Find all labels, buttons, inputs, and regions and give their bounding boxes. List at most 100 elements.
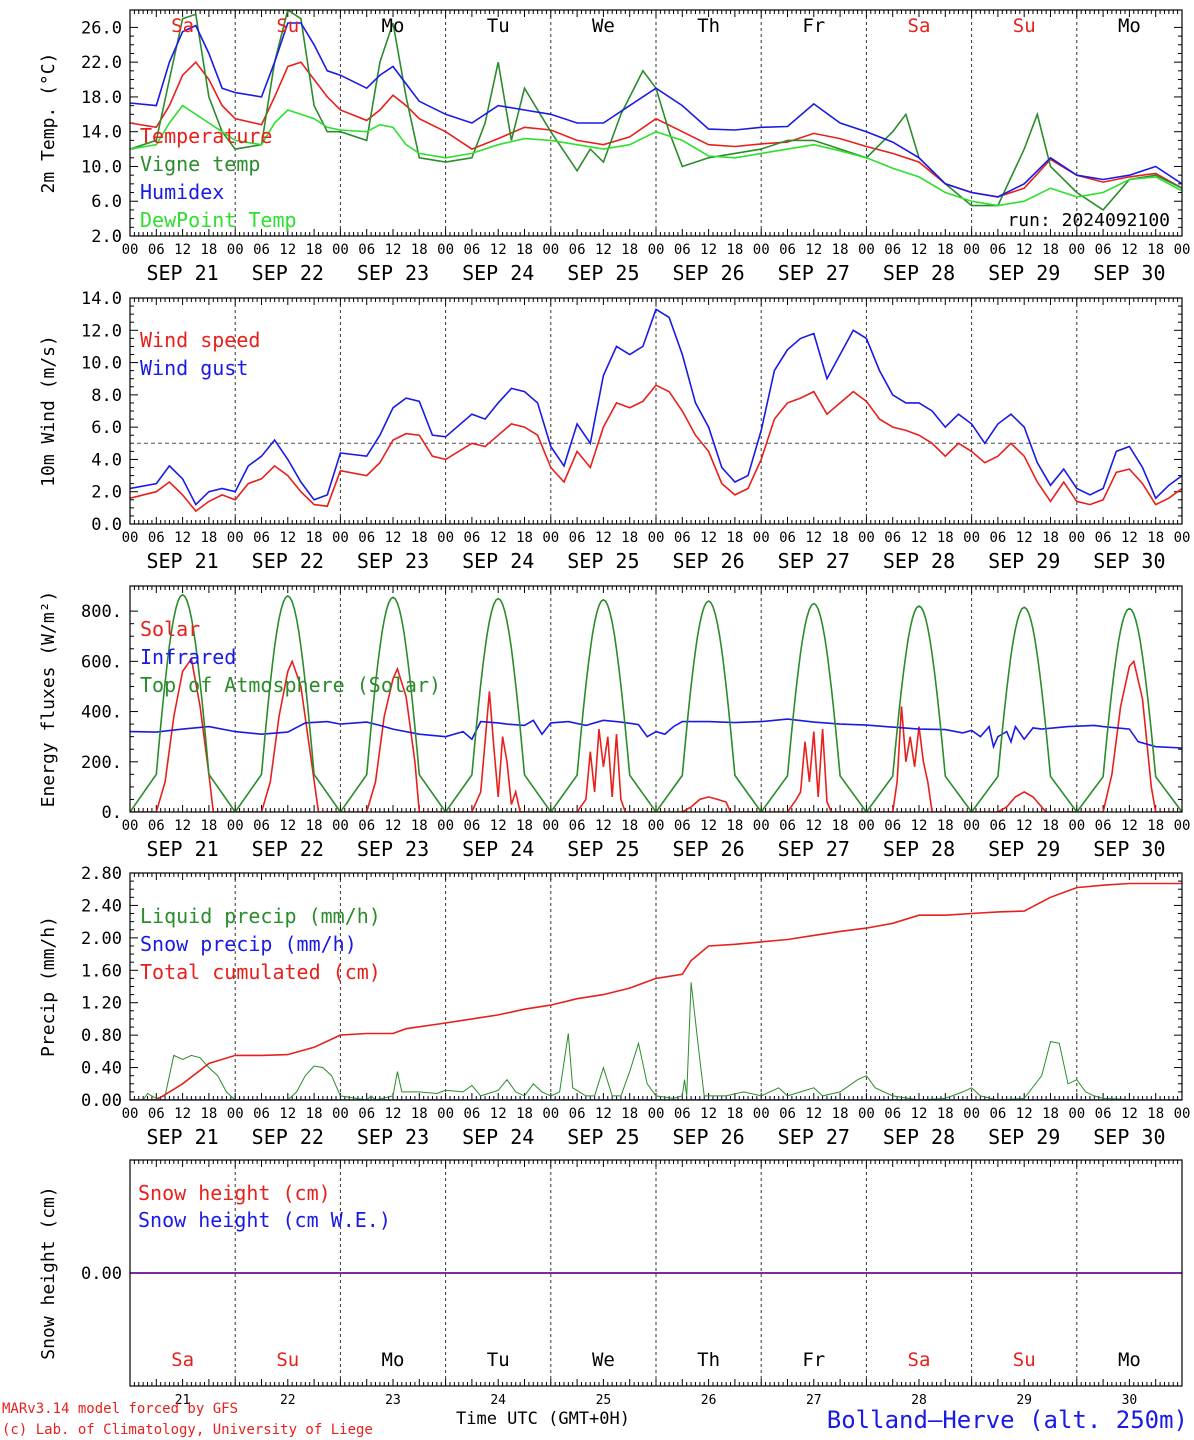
y-tick-label: 200.: [81, 753, 122, 773]
day-number-label: 21: [175, 1393, 191, 1408]
x-date-label: SEP 29: [988, 1125, 1060, 1149]
x-hour-label: 00: [648, 818, 665, 834]
x-hour-label: 06: [1095, 242, 1112, 258]
legend-entry: Vigne temp: [140, 152, 260, 176]
x-hour-label: 18: [306, 530, 323, 546]
x-date-label: SEP 25: [567, 549, 639, 573]
x-hour-label: 12: [385, 242, 402, 258]
x-date-label: SEP 24: [462, 261, 534, 285]
x-hour-label: 18: [306, 818, 323, 834]
weekday-label: Sa: [171, 1349, 194, 1371]
panel-frame: [129, 872, 1183, 1101]
x-hour-label: 12: [1016, 818, 1033, 834]
x-hour-label: 00: [858, 530, 875, 546]
x-hour-label: 18: [726, 242, 743, 258]
x-hour-label: 00: [858, 242, 875, 258]
panel-3: 0. 200. 400. 600. 800. Solar Infrared Top of At…: [38, 585, 1190, 861]
x-date-label: SEP 29: [988, 837, 1060, 861]
x-hour-label: 12: [279, 530, 296, 546]
legend-entry: Top of Atmosphere (Solar): [140, 673, 441, 697]
x-hour-label: 00: [1068, 530, 1085, 546]
legend-entry: Snow height (cm): [138, 1181, 331, 1205]
x-hour-label: 06: [779, 242, 796, 258]
x-date-label: SEP 22: [252, 261, 324, 285]
x-hour-label: 00: [332, 1106, 349, 1122]
weekday-label: Su: [276, 15, 299, 37]
x-date-label: SEP 26: [672, 261, 744, 285]
y-tick-label: 12.0: [81, 321, 122, 341]
x-hour-label: 18: [516, 1106, 533, 1122]
x-hour-label: 00: [963, 1106, 980, 1122]
x-hour-label: 00: [753, 818, 770, 834]
x-hour-label: 00: [1068, 242, 1085, 258]
x-date-label: SEP 24: [462, 837, 534, 861]
x-date-label: SEP 24: [462, 549, 534, 573]
x-hour-label: 00: [332, 818, 349, 834]
x-hour-label: 12: [911, 818, 928, 834]
x-hour-label: 18: [726, 530, 743, 546]
y-tick-label: 2.00: [81, 929, 122, 949]
x-hour-label: 06: [1095, 530, 1112, 546]
weekday-label: Su: [1013, 15, 1036, 37]
y-tick-label: 26.0: [81, 18, 122, 38]
x-date-label: SEP 21: [146, 261, 218, 285]
x-hour-label: 00: [227, 1106, 244, 1122]
x-hour-label: 06: [358, 242, 375, 258]
x-date-label: SEP 26: [672, 1125, 744, 1149]
panel-frame: [129, 1159, 1183, 1387]
x-hour-label: 00: [122, 1106, 139, 1122]
model-credit-line-2: (c) Lab. of Climatology, University of L…: [2, 1422, 373, 1438]
panel-4: 0.00 0.40 0.80 1.20 1.60 2.00 2.40 2.80 Liquid p…: [38, 864, 1190, 1149]
x-hour-label: 18: [1147, 242, 1164, 258]
x-hour-label: 00: [648, 530, 665, 546]
x-hour-label: 06: [884, 530, 901, 546]
x-hour-label: 12: [911, 530, 928, 546]
y-tick-label: 4.0: [91, 450, 122, 470]
x-hour-label: 18: [937, 1106, 954, 1122]
series-line-dewpoint-temp: [130, 104, 1182, 207]
x-hour-label: 06: [884, 818, 901, 834]
weekday-label: Mo: [1118, 1349, 1141, 1371]
legend-entry: Liquid precip (mm/h): [140, 904, 381, 928]
weekday-label: We: [592, 1349, 615, 1371]
series-line-infrared: [130, 718, 1182, 750]
x-hour-label: 18: [306, 1106, 323, 1122]
y-tick-label: 800.: [81, 602, 122, 622]
x-hour-label: 06: [148, 1106, 165, 1122]
x-date-label: SEP 23: [357, 261, 429, 285]
weekday-label: We: [592, 15, 615, 37]
x-hour-label: 12: [595, 242, 612, 258]
weekday-label: Tu: [487, 1349, 510, 1371]
x-date-label: SEP 27: [778, 837, 850, 861]
x-hour-label: 00: [122, 530, 139, 546]
x-hour-label: 18: [1042, 530, 1059, 546]
x-hour-label: 06: [253, 1106, 270, 1122]
series-line-top-of-atmosphere-solar-: [130, 593, 1182, 812]
x-hour-label: 06: [463, 818, 480, 834]
x-date-label: SEP 27: [778, 261, 850, 285]
x-hour-label: 18: [1042, 1106, 1059, 1122]
y-tick-label: 22.0: [81, 53, 122, 73]
panel-5: 0.00 Snow height (cm) Snow height (cm W.E.…: [38, 1159, 1183, 1408]
x-hour-label: 18: [411, 1106, 428, 1122]
x-hour-label: 18: [937, 530, 954, 546]
series-line-total-cumulated-cm-: [130, 882, 1182, 1100]
x-hour-label: 18: [200, 530, 217, 546]
series-group: [130, 593, 1182, 812]
y-tick-label: 10.0: [81, 157, 122, 177]
x-hour-label: 18: [516, 530, 533, 546]
y-tick-label: 6.0: [91, 192, 122, 212]
y-axis-label: Energy fluxes (W/m²): [38, 591, 59, 808]
x-hour-label: 12: [490, 818, 507, 834]
series-line-solar: [130, 656, 1182, 812]
legend-entry: DewPoint Temp: [140, 208, 297, 232]
x-date-label: SEP 30: [1093, 549, 1165, 573]
weekday-label: Mo: [382, 15, 405, 37]
x-hour-label: 06: [569, 530, 586, 546]
x-hour-label: 06: [148, 530, 165, 546]
x-hour-label: 00: [858, 1106, 875, 1122]
x-hour-label: 18: [411, 530, 428, 546]
x-hour-label: 18: [726, 818, 743, 834]
x-date-label: SEP 22: [252, 549, 324, 573]
